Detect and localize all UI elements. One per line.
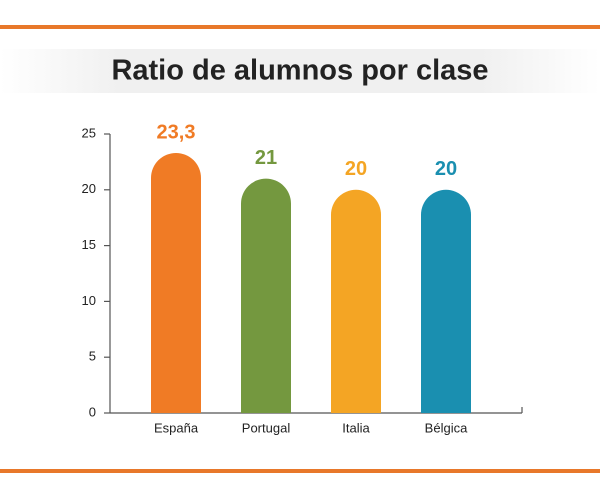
x-tick-label: Bélgica <box>425 420 468 435</box>
y-tick-label: 10 <box>82 293 96 308</box>
y-tick-label: 0 <box>89 404 96 419</box>
x-tick-label: España <box>154 420 199 435</box>
x-tick-label: Italia <box>342 420 370 435</box>
value-label: 21 <box>255 147 277 169</box>
bottom-rule <box>0 469 600 473</box>
title-band <box>0 49 600 93</box>
top-rule <box>0 25 600 29</box>
y-tick-label: 20 <box>82 181 96 196</box>
y-tick-label: 25 <box>82 125 96 140</box>
bar <box>331 189 381 413</box>
x-tick-label: Portugal <box>242 420 291 435</box>
y-tick-label: 5 <box>89 349 96 364</box>
value-label: 20 <box>435 158 457 180</box>
bar <box>151 152 201 414</box>
bar <box>421 189 471 413</box>
bar <box>241 178 291 413</box>
chart-title: Ratio de alumnos por clase <box>111 55 488 87</box>
value-label: 20 <box>345 158 367 180</box>
value-label: 23,3 <box>157 121 196 143</box>
y-tick-label: 15 <box>82 237 96 252</box>
